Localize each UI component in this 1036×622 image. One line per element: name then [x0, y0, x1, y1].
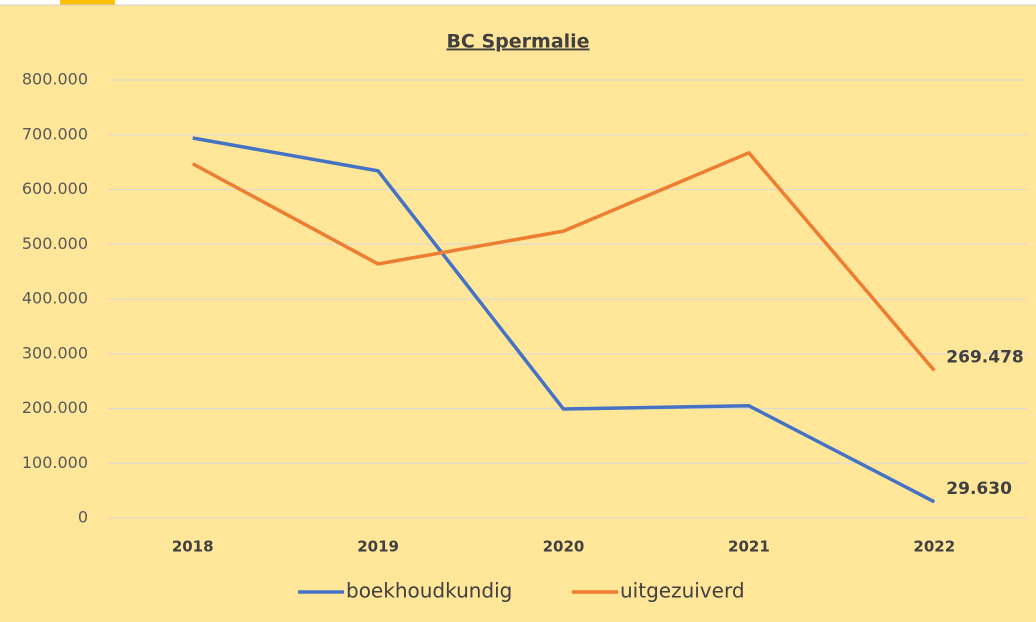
y-tick-label: 700.000 [22, 124, 88, 143]
y-tick-label: 200.000 [22, 398, 88, 417]
legend-label: boekhoudkundig [346, 579, 512, 603]
series-line [192, 136, 936, 504]
y-tick-label: 800.000 [22, 70, 88, 89]
y-tick-label: 100.000 [22, 453, 88, 472]
data-label: 29.630 [946, 479, 1012, 499]
x-tick-label: 2018 [172, 538, 214, 556]
top-strip [0, 0, 1036, 5]
y-tick-label: 500.000 [22, 234, 88, 253]
legend-label: uitgezuiverd [620, 579, 745, 603]
y-tick-label: 600.000 [22, 179, 88, 198]
x-tick-label: 2019 [357, 538, 399, 556]
x-tick-label: 2020 [543, 538, 585, 556]
y-tick-label: 300.000 [22, 343, 88, 362]
y-tick-label: 400.000 [22, 289, 88, 308]
x-tick-label: 2022 [913, 538, 955, 556]
tab [60, 0, 115, 5]
chart-title: BC Spermalie [446, 31, 589, 53]
series-line [191, 151, 936, 372]
x-tick-label: 2021 [728, 538, 770, 556]
data-label: 269.478 [946, 347, 1023, 367]
y-tick-label: 0 [78, 508, 88, 527]
